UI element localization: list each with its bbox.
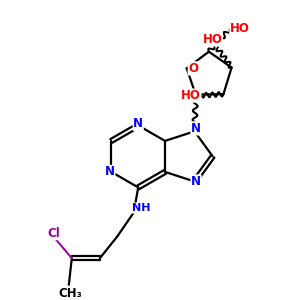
Text: N: N	[105, 165, 115, 178]
Text: HO: HO	[230, 22, 250, 34]
Text: CH₃: CH₃	[58, 286, 82, 300]
Text: N: N	[133, 117, 143, 130]
Text: N: N	[191, 122, 201, 135]
Text: HO: HO	[202, 33, 222, 46]
Text: Cl: Cl	[48, 226, 61, 240]
Text: O: O	[188, 62, 198, 75]
Text: N: N	[191, 175, 201, 188]
Text: HO: HO	[181, 89, 201, 102]
Text: NH: NH	[133, 203, 151, 213]
